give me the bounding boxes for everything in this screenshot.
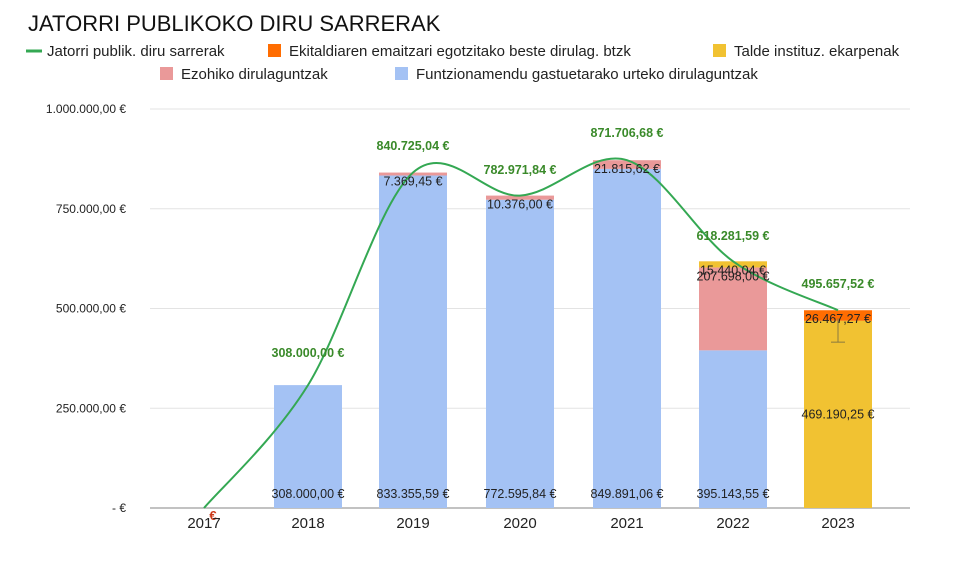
bar-segment (593, 168, 661, 508)
y-tick-label: 750.000,00 € (56, 202, 126, 216)
x-tick-label: 2021 (610, 515, 643, 532)
total-label: 782.971,84 € (484, 163, 557, 177)
segment-label: 7.369,45 € (383, 175, 442, 189)
x-tick-label: 2023 (821, 515, 854, 532)
x-tick-label: 2017 (187, 515, 220, 532)
segment-label: 469.190,25 € (802, 407, 875, 421)
segment-label: 26.467,27 € (805, 312, 871, 326)
bar-segment (274, 385, 342, 508)
bar-segment (593, 160, 661, 169)
legend-label: Funtzionamendu gastuetarako urteko dirul… (416, 66, 758, 83)
total-label-2017: € (209, 508, 216, 523)
legend-label: Talde instituz. ekarpenak (734, 43, 900, 60)
y-tick-label: - € (112, 501, 126, 515)
segment-label: 207.698,00 € (697, 269, 770, 283)
legend-swatch (160, 67, 173, 80)
legend-swatch (395, 67, 408, 80)
total-line-path (203, 157, 839, 509)
segment-label: 10.376,00 € (487, 198, 553, 212)
total-labels: 308.000,00 € 840.725,04 € 782.971,84 € 871.… (209, 126, 874, 523)
legend-swatch (713, 44, 726, 57)
segment-label: 833.355,59 € (377, 487, 450, 501)
x-tick-label: 2020 (503, 515, 536, 532)
segment-label: 15.440,04 € (700, 263, 766, 277)
bar-segment (804, 320, 872, 508)
bar-segment (804, 310, 872, 321)
x-axis: 2017 2018 2019 2020 2021 2022 2023 (187, 515, 854, 532)
legend-label: Ezohiko dirulaguntzak (181, 66, 328, 83)
segment-labels: 308.000,00 € 833.355,59 € 772.595,84 € 849.… (272, 162, 875, 501)
total-label: 308.000,00 € (272, 346, 345, 360)
x-tick-label: 2022 (716, 515, 749, 532)
y-tick-label: 500.000,00 € (56, 302, 126, 316)
legend-swatch (268, 44, 281, 57)
total-label: 495.657,52 € (802, 277, 875, 291)
x-tick-label: 2019 (396, 515, 429, 532)
segment-label: 772.595,84 € (484, 487, 557, 501)
bar-segment (379, 175, 447, 508)
y-axis: - € 250.000,00 € 500.000,00 € 750.000,00 € 1… (46, 102, 126, 515)
segment-label: 21.815,62 € (594, 162, 660, 176)
bar-segment (379, 172, 447, 176)
x-tick-label: 2018 (291, 515, 324, 532)
legend-label: Ekitaldiaren emaitzari egotzitako beste … (289, 43, 631, 60)
bar-segment (486, 195, 554, 200)
chart-title: JATORRI PUBLIKOKO DIRU SARRERAK (28, 11, 441, 36)
legend: Jatorri publik. diru sarrerak Ekitaldiare… (26, 43, 900, 83)
y-tick-label: 1.000.000,00 € (46, 102, 126, 116)
legend-label: Jatorri publik. diru sarrerak (47, 43, 225, 60)
bar-segment (699, 261, 767, 268)
bar-segment (699, 350, 767, 508)
total-label: 618.281,59 € (697, 229, 770, 243)
total-label: 871.706,68 € (591, 126, 664, 140)
total-label: 840.725,04 € (377, 139, 450, 153)
segment-label: 849.891,06 € (591, 487, 664, 501)
bars (274, 160, 872, 508)
bar-segment (699, 267, 767, 351)
total-line (203, 157, 845, 509)
segment-label: 395.143,55 € (697, 487, 770, 501)
segment-label: 308.000,00 € (272, 487, 345, 501)
bar-segment (486, 199, 554, 508)
y-tick-label: 250.000,00 € (56, 401, 126, 415)
